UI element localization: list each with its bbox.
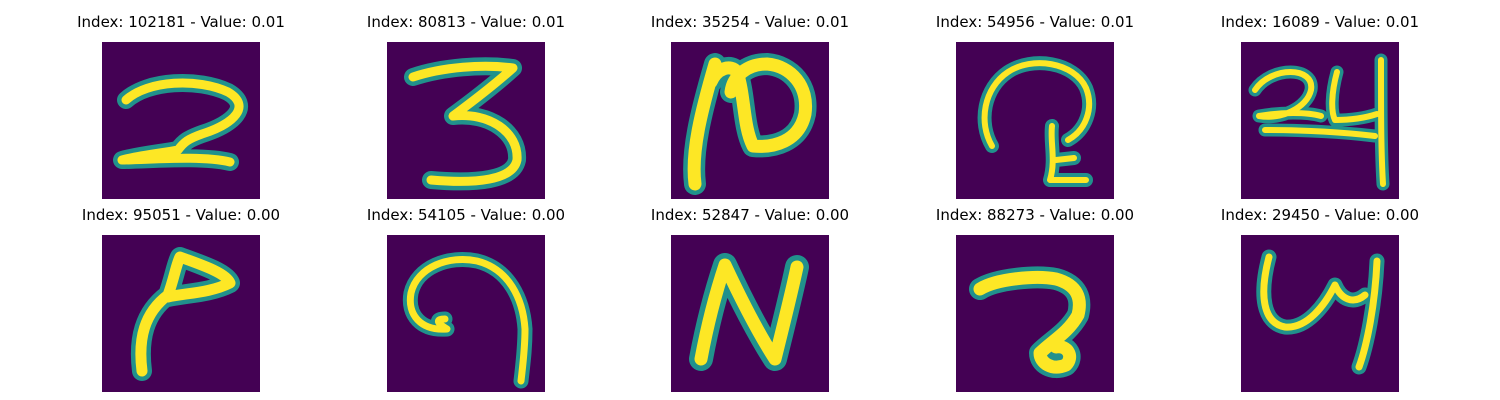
panel-title: Index: 95051 - Value: 0.00 bbox=[81, 206, 281, 224]
panel-title: Index: 88273 - Value: 0.00 bbox=[935, 206, 1135, 224]
panel-title: Index: 29450 - Value: 0.00 bbox=[1220, 206, 1420, 224]
digit-image bbox=[1241, 235, 1399, 392]
image-panel-2: Index: 80813 - Value: 0.01 bbox=[367, 13, 565, 199]
image-panel-8: Index: 52847 - Value: 0.00 bbox=[651, 206, 849, 392]
image-panel-7: Index: 54105 - Value: 0.00 bbox=[367, 206, 565, 392]
panel-title: Index: 80813 - Value: 0.01 bbox=[366, 13, 566, 31]
image-panel-9: Index: 88273 - Value: 0.00 bbox=[936, 206, 1134, 392]
digit-image bbox=[387, 235, 545, 392]
digit-image bbox=[102, 42, 260, 199]
digit-image bbox=[671, 235, 829, 392]
digit-image bbox=[956, 235, 1114, 392]
digit-image bbox=[956, 42, 1114, 199]
panel-title: Index: 35254 - Value: 0.01 bbox=[650, 13, 850, 31]
panel-title: Index: 16089 - Value: 0.01 bbox=[1220, 13, 1420, 31]
digit-image bbox=[102, 235, 260, 392]
digit-image bbox=[671, 42, 829, 199]
digit-image bbox=[387, 42, 545, 199]
image-panel-5: Index: 16089 - Value: 0.01 bbox=[1221, 13, 1419, 199]
panel-title: Index: 52847 - Value: 0.00 bbox=[650, 206, 850, 224]
image-panel-1: Index: 102181 - Value: 0.01 bbox=[77, 13, 285, 199]
digit-image bbox=[1241, 42, 1399, 199]
image-panel-4: Index: 54956 - Value: 0.01 bbox=[936, 13, 1134, 199]
panel-title: Index: 54105 - Value: 0.00 bbox=[366, 206, 566, 224]
image-panel-3: Index: 35254 - Value: 0.01 bbox=[651, 13, 849, 199]
panel-title: Index: 102181 - Value: 0.01 bbox=[77, 13, 285, 31]
panel-title: Index: 54956 - Value: 0.01 bbox=[935, 13, 1135, 31]
image-panel-10: Index: 29450 - Value: 0.00 bbox=[1221, 206, 1419, 392]
image-panel-6: Index: 95051 - Value: 0.00 bbox=[82, 206, 280, 392]
